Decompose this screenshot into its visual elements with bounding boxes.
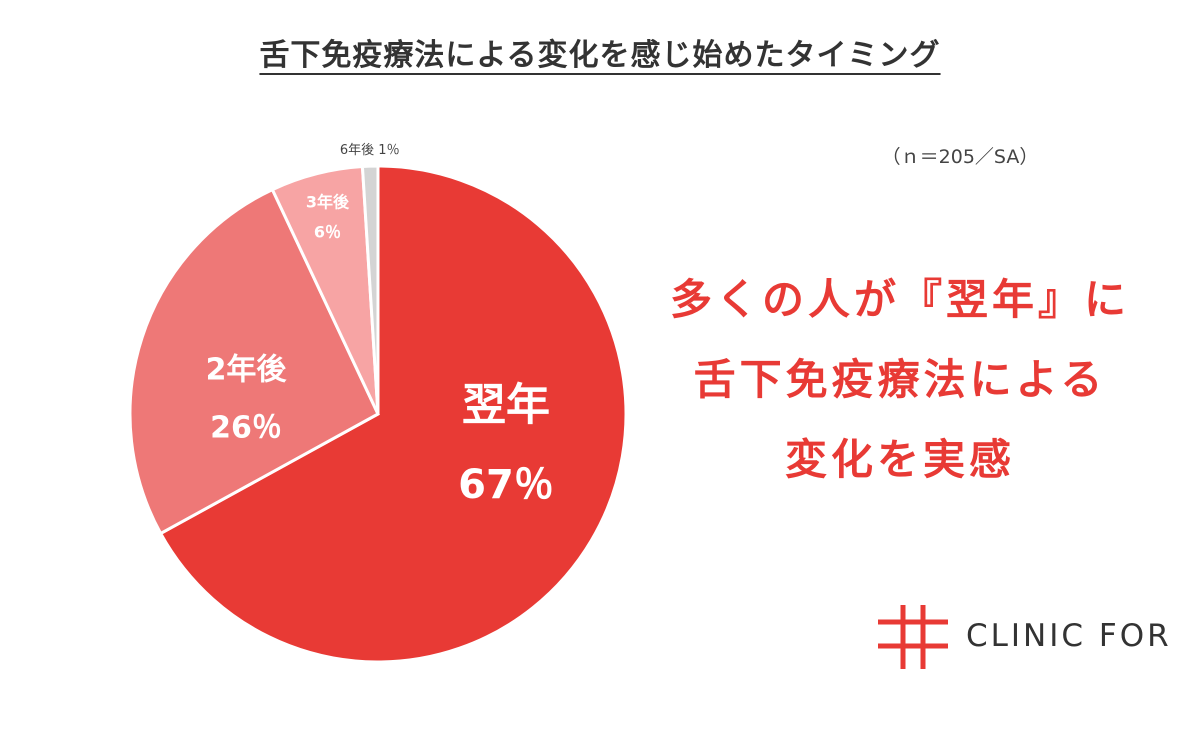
slice-value-label-1: 67％ [458,462,554,508]
pie-slice-2 [128,187,380,536]
headline-line-1: 多くの人が『翌年』に [669,275,1130,324]
cross-logo-icon [878,605,948,669]
slice-value-label-2: 26％ [210,411,282,446]
pie-slice-1 [158,164,628,664]
pie-slice-4 [360,164,380,415]
slice-category-label-3: 3年後 [306,193,350,212]
headline-line-2: 舌下免疫療法による [693,355,1107,404]
slice-label-4: 6年後 1％ [340,143,400,158]
clinic-for-logo: CLINIC FOR [878,602,1178,672]
logo-text: CLINIC FOR [966,618,1172,654]
slice-category-label-2: 2年後 [206,353,288,388]
chart-title-text: 舌下免疫療法による変化を感じ始めたタイミング [259,38,941,73]
slice-value-label-3: 6％ [314,223,341,242]
chart-title: 舌下免疫療法による変化を感じ始めたタイミング [0,30,1200,74]
pie-chart: 翌年 67％ 2年後 26％ 3年後 6％ 6年後 1％ [128,143,628,664]
sample-size-note: （ｎ＝205／SA） [881,146,1039,168]
slice-category-label-1: 翌年 [462,379,550,430]
headline-line-3: 変化を実感 [784,435,1015,484]
